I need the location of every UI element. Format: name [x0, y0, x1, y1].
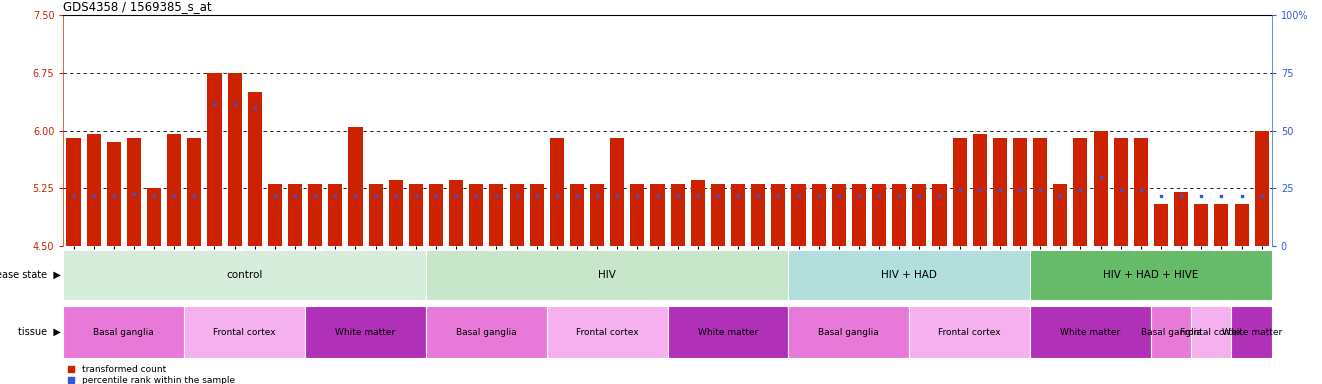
Bar	[428, 184, 443, 246]
Bar	[288, 184, 303, 246]
Bar	[1191, 306, 1232, 358]
Bar	[711, 184, 724, 246]
Bar	[1151, 306, 1191, 358]
Text: Frontal cortex: Frontal cortex	[1181, 328, 1243, 337]
Text: Frontal cortex: Frontal cortex	[576, 328, 639, 337]
Text: HIV + HAD: HIV + HAD	[882, 270, 937, 280]
Bar	[147, 188, 161, 246]
Bar	[188, 138, 201, 246]
Text: Basal ganglia: Basal ganglia	[94, 328, 155, 337]
Bar	[227, 73, 242, 246]
Text: Basal ganglia: Basal ganglia	[1141, 328, 1202, 337]
Text: tissue  ▶: tissue ▶	[19, 327, 61, 337]
Bar	[489, 184, 504, 246]
Bar	[873, 184, 886, 246]
Bar	[87, 134, 100, 246]
Bar	[771, 184, 785, 246]
Bar	[1235, 204, 1248, 246]
Bar	[670, 184, 685, 246]
Bar	[792, 184, 805, 246]
Bar	[509, 184, 524, 246]
Bar	[973, 134, 986, 246]
Bar	[208, 73, 222, 246]
Bar	[912, 184, 927, 246]
Bar	[1113, 138, 1128, 246]
Bar	[369, 184, 382, 246]
Bar	[63, 306, 184, 358]
Bar	[308, 184, 323, 246]
Bar	[570, 184, 584, 246]
Bar	[851, 184, 866, 246]
Bar	[1030, 250, 1272, 300]
Text: HIV + HAD + HIVE: HIV + HAD + HIVE	[1104, 270, 1199, 280]
Bar	[268, 184, 282, 246]
Text: White matter: White matter	[1060, 328, 1121, 337]
Bar	[449, 180, 463, 246]
Bar	[469, 184, 484, 246]
Text: control: control	[226, 270, 263, 280]
Bar	[1054, 184, 1067, 246]
Bar	[328, 184, 342, 246]
Bar	[832, 184, 846, 246]
Bar	[691, 180, 705, 246]
Bar	[993, 138, 1007, 246]
Bar	[668, 306, 788, 358]
Bar	[530, 184, 543, 246]
Bar	[1032, 138, 1047, 246]
Bar	[1013, 138, 1027, 246]
Bar	[1134, 138, 1147, 246]
Bar	[66, 138, 81, 246]
Bar	[247, 92, 262, 246]
Bar	[1073, 138, 1088, 246]
Bar	[1255, 131, 1269, 246]
Bar	[788, 250, 1030, 300]
Bar	[408, 184, 423, 246]
Bar	[611, 138, 624, 246]
Bar	[631, 184, 644, 246]
Bar	[812, 184, 826, 246]
Bar	[1215, 204, 1228, 246]
Text: Basal ganglia: Basal ganglia	[818, 328, 879, 337]
Bar	[127, 138, 141, 246]
Bar	[590, 184, 604, 246]
Bar	[788, 306, 910, 358]
Bar	[1194, 204, 1208, 246]
Bar	[1154, 204, 1169, 246]
Bar	[305, 306, 426, 358]
Text: disease state  ▶: disease state ▶	[0, 270, 61, 280]
Bar	[892, 184, 907, 246]
Text: White matter: White matter	[1222, 328, 1282, 337]
Bar	[107, 142, 120, 246]
Bar	[910, 306, 1030, 358]
Bar	[932, 184, 947, 246]
Text: GDS4358 / 1569385_s_at: GDS4358 / 1569385_s_at	[63, 0, 212, 13]
Bar	[550, 138, 564, 246]
Bar	[167, 134, 181, 246]
Bar	[650, 184, 665, 246]
Bar	[731, 184, 746, 246]
Bar	[349, 127, 362, 246]
Bar	[63, 250, 426, 300]
Bar	[1030, 306, 1151, 358]
Text: White matter: White matter	[336, 328, 395, 337]
Bar	[389, 180, 403, 246]
Text: Frontal cortex: Frontal cortex	[939, 328, 1001, 337]
Text: HIV: HIV	[599, 270, 616, 280]
Bar	[1174, 192, 1188, 246]
Bar	[184, 306, 305, 358]
Bar	[953, 138, 966, 246]
Text: Basal ganglia: Basal ganglia	[456, 328, 517, 337]
Bar	[426, 250, 788, 300]
Bar	[547, 306, 668, 358]
Bar	[426, 306, 547, 358]
Bar	[1232, 306, 1272, 358]
Text: Frontal cortex: Frontal cortex	[213, 328, 276, 337]
Legend: transformed count, percentile rank within the sample: transformed count, percentile rank withi…	[67, 366, 234, 384]
Bar	[751, 184, 765, 246]
Text: White matter: White matter	[698, 328, 758, 337]
Bar	[1093, 131, 1108, 246]
